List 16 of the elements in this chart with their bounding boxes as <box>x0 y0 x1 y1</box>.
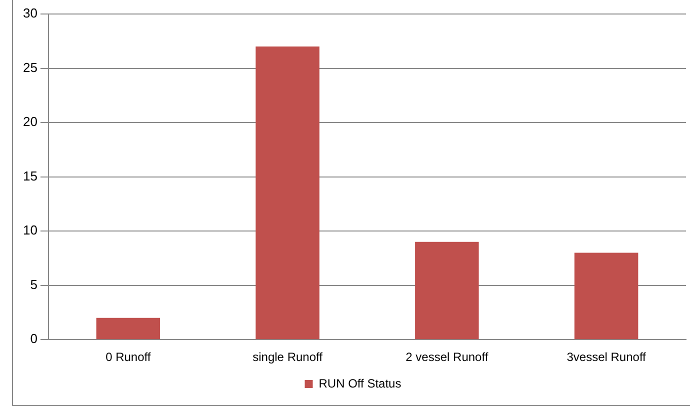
x-tick-label: 0 Runoff <box>106 350 152 364</box>
x-tick-label: 3vessel Runoff <box>566 350 647 364</box>
bar <box>415 242 479 340</box>
x-tick-label: 2 vessel Runoff <box>406 350 489 364</box>
y-tick-label: 20 <box>22 114 38 130</box>
bar <box>96 318 160 340</box>
y-tick-label: 15 <box>22 168 38 184</box>
bar <box>574 252 638 340</box>
bar <box>256 46 320 340</box>
y-tick-label: 30 <box>22 6 38 21</box>
y-tick-label: 10 <box>22 222 38 238</box>
x-tick-label: single Runoff <box>252 350 324 364</box>
y-tick-label: 25 <box>22 60 38 75</box>
legend-label: RUN Off Status <box>318 376 402 390</box>
y-tick-label: 5 <box>30 276 38 292</box>
y-tick-label: 0 <box>30 331 38 346</box>
